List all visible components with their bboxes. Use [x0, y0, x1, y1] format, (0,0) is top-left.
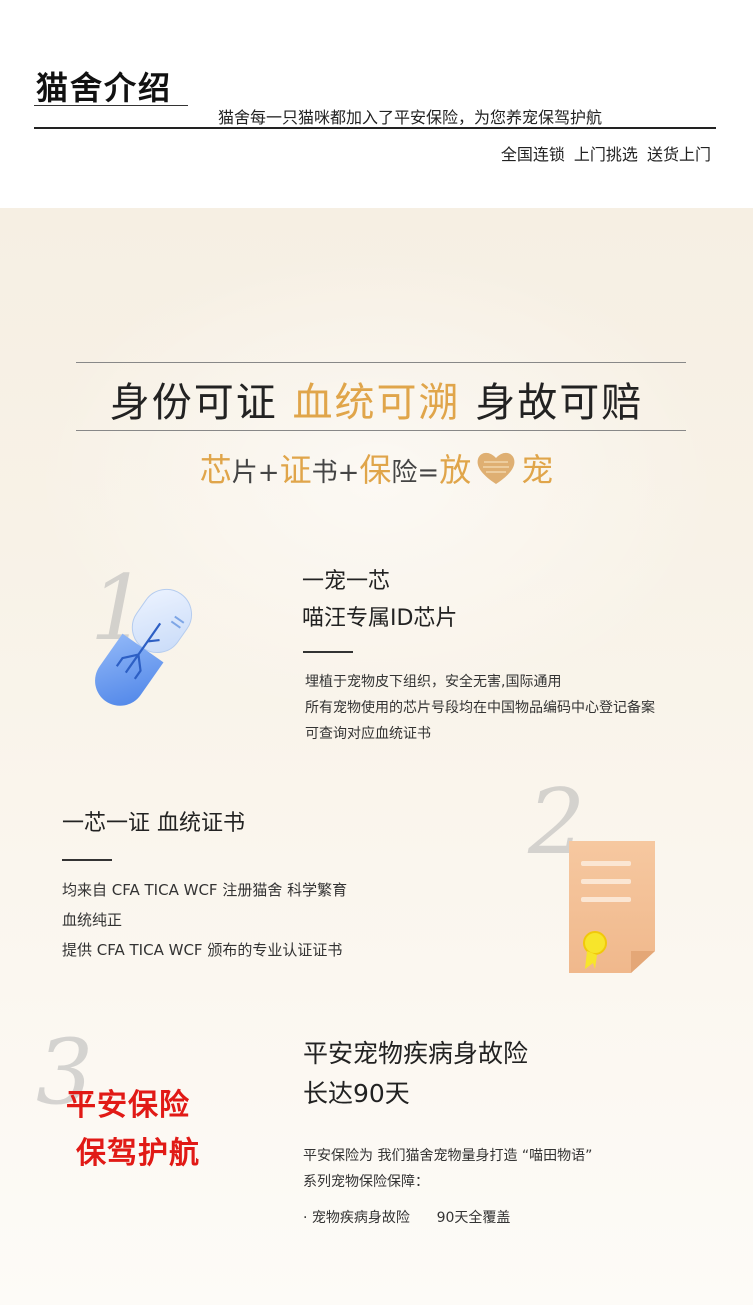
banner-bottom-rule — [76, 430, 686, 431]
formula-cert-rest: 书 — [311, 458, 338, 488]
formula-result-pre: 放 — [439, 451, 472, 489]
header-divider — [34, 127, 716, 129]
banner-title-part1: 身份可证 — [109, 380, 278, 426]
certificate-icon — [565, 835, 661, 979]
section1-heading1: 一宠一芯 — [302, 569, 391, 594]
formula-chip-rest: 片 — [231, 458, 258, 488]
section1-line: 所有宠物使用的芯片号段均在中国物品编码中心登记备案 — [305, 700, 655, 716]
banner-title: 身份可证 血统可溯 身故可赔 — [0, 370, 753, 428]
section1-line: 埋植于宠物皮下组织，安全无害,国际通用 — [305, 674, 562, 690]
formula-ins-rest: 险 — [391, 458, 418, 488]
header-subtitle: 猫舍每一只猫咪都加入了平安保险，为您养宠保驾护航 — [218, 108, 603, 127]
heart-icon — [475, 450, 517, 494]
section3-heading1: 平安宠物疾病身故险 — [303, 1039, 529, 1068]
section3-heading2: 长达90天 — [303, 1079, 410, 1108]
section2-heading: 一芯一证 血统证书 — [62, 811, 245, 836]
banner-formula: 芯片+证书+保险=放宠 — [0, 445, 753, 494]
formula-plus-1: + — [257, 458, 280, 488]
service-tags: 全国连锁 上门挑选 送货上门 — [500, 145, 711, 164]
section2-line: 提供 CFA TICA WCF 颁布的专业认证证书 — [62, 941, 343, 959]
section3-numeral: 3 — [36, 1020, 94, 1125]
formula-cert: 证 — [279, 451, 312, 489]
formula-chip: 芯 — [199, 451, 232, 489]
formula-plus-2: + — [337, 458, 360, 488]
formula-ins: 保 — [359, 451, 392, 489]
section1-heading2: 喵汪专属ID芯片 — [302, 606, 458, 631]
formula-eq: = — [417, 458, 440, 488]
capsule-chip-icon — [88, 578, 198, 722]
section2-body: 均来自 CFA TICA WCF 注册猫舍 科学繁育 血统纯正 提供 CFA T… — [62, 875, 347, 965]
section1-rule — [303, 651, 353, 653]
banner-title-part2: 血统可溯 — [292, 380, 461, 426]
banner-top-rule — [76, 362, 686, 363]
section2-line: 均来自 CFA TICA WCF 注册猫舍 科学繁育 — [62, 881, 348, 899]
title-underline — [34, 105, 188, 106]
section3-line1: 平安保险为 我们猫舍宠物量身打造 “喵田物语” — [303, 1148, 593, 1164]
section2-line: 血统纯正 — [62, 911, 123, 929]
section1-line: 可查询对应血统证书 — [305, 726, 431, 742]
section2-rule — [62, 859, 112, 861]
section3-red-line1: 平安保险 — [66, 1088, 190, 1123]
section3-red-line2: 保驾护航 — [76, 1136, 200, 1171]
section3-bullet: · 宠物疾病身故险 90天全覆盖 — [303, 1210, 511, 1226]
section1-body: 埋植于宠物皮下组织，安全无害,国际通用 所有宠物使用的芯片号段均在中国物品编码中… — [305, 669, 655, 747]
banner-title-part3: 身故可赔 — [475, 380, 644, 426]
page-title: 猫舍介绍 — [36, 69, 173, 107]
section3-body: 平安保险为 我们猫舍宠物量身打造 “喵田物语” 系列宠物保险保障： — [303, 1143, 592, 1195]
section3-line2: 系列宠物保险保障： — [303, 1174, 429, 1190]
formula-result-post: 宠 — [521, 451, 554, 489]
